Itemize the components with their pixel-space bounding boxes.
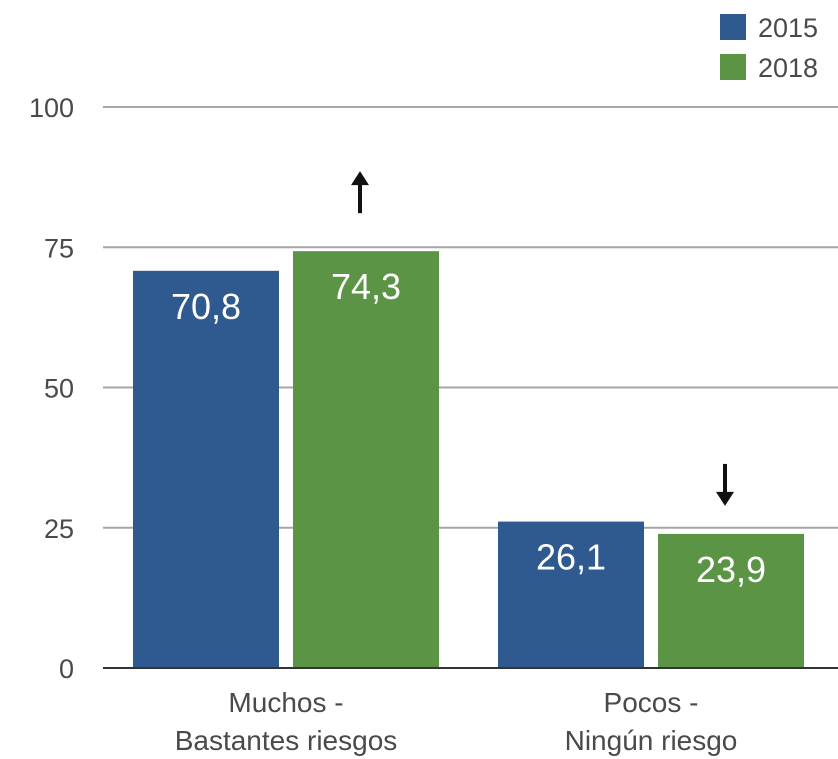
x-axis-category-labels: Muchos - Bastantes riesgos Pocos - Ningún r… — [175, 687, 738, 756]
bar-value-label: 26,1 — [536, 537, 606, 578]
bars — [133, 251, 804, 668]
trend-arrows — [351, 171, 734, 506]
arrow-up-icon — [351, 171, 369, 186]
category-label: Bastantes riesgos — [175, 725, 398, 756]
bar-2018-0 — [293, 251, 439, 668]
arrow-down-icon — [716, 491, 734, 506]
y-tick-label: 0 — [59, 654, 74, 684]
bar-value-labels: 70,8 26,1 74,3 23,9 — [171, 266, 766, 590]
y-axis-ticks: 0 25 50 75 100 — [29, 93, 74, 684]
legend-swatch-2015 — [720, 14, 746, 40]
category-label: Pocos - — [604, 687, 699, 718]
bar-value-label: 70,8 — [171, 286, 241, 327]
y-tick-label: 50 — [44, 374, 74, 404]
bar-value-label: 74,3 — [331, 266, 401, 307]
legend-label: 2018 — [758, 53, 818, 83]
legend-swatch-2018 — [720, 54, 746, 80]
bar-value-label: 23,9 — [696, 549, 766, 590]
category-label: Ningún riesgo — [565, 725, 738, 756]
bar-2015-0 — [133, 270, 279, 668]
bar-2015-1 — [498, 521, 644, 668]
bar-2018-1 — [658, 533, 804, 668]
y-tick-label: 75 — [44, 233, 74, 263]
legend-label: 2015 — [758, 13, 818, 43]
y-tick-label: 25 — [44, 514, 74, 544]
legend: 2015 2018 — [720, 13, 818, 83]
y-tick-label: 100 — [29, 93, 74, 123]
category-label: Muchos - — [228, 687, 343, 718]
